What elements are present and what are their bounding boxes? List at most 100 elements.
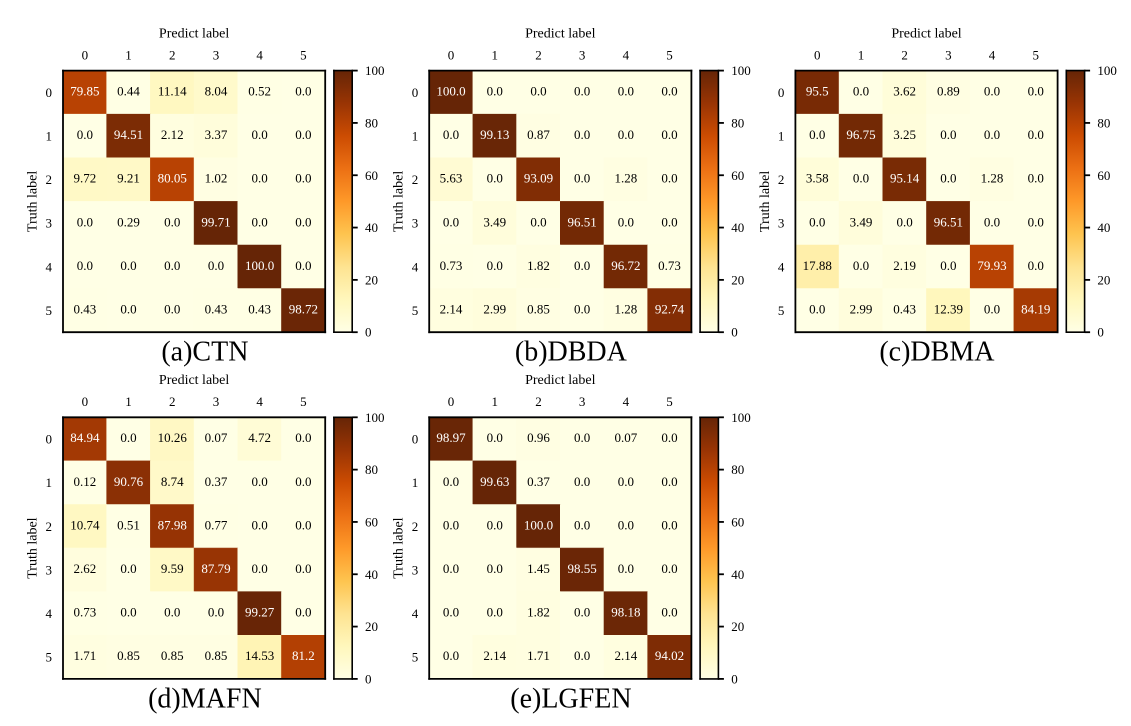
svg-text:0.0: 0.0	[618, 84, 634, 99]
svg-text:0.0: 0.0	[853, 258, 869, 273]
svg-text:3: 3	[945, 47, 952, 62]
svg-text:80: 80	[365, 462, 378, 477]
svg-text:0.0: 0.0	[661, 605, 677, 620]
svg-text:0.0: 0.0	[295, 171, 311, 186]
svg-text:0.0: 0.0	[295, 430, 311, 445]
svg-text:3: 3	[213, 47, 220, 62]
svg-text:0.0: 0.0	[443, 561, 459, 576]
svg-text:0.0: 0.0	[574, 171, 590, 186]
svg-text:87.79: 87.79	[201, 561, 230, 576]
svg-text:8.04: 8.04	[205, 84, 228, 99]
svg-text:5: 5	[778, 303, 785, 318]
svg-text:0: 0	[412, 432, 419, 447]
svg-text:0.96: 0.96	[527, 430, 550, 445]
svg-text:0.0: 0.0	[295, 127, 311, 142]
svg-text:14.53: 14.53	[245, 648, 274, 663]
svg-text:4: 4	[623, 47, 630, 62]
svg-text:0.0: 0.0	[164, 302, 180, 317]
svg-text:100.0: 100.0	[245, 258, 274, 273]
svg-text:0: 0	[365, 671, 372, 686]
svg-text:1.71: 1.71	[73, 648, 96, 663]
svg-text:2: 2	[412, 172, 419, 187]
svg-text:0.37: 0.37	[205, 474, 228, 489]
svg-text:5: 5	[300, 47, 307, 62]
svg-text:0.0: 0.0	[618, 127, 634, 142]
svg-text:2: 2	[535, 394, 542, 409]
svg-text:0.0: 0.0	[120, 302, 136, 317]
svg-text:0.51: 0.51	[117, 517, 140, 532]
svg-text:0.0: 0.0	[487, 84, 503, 99]
svg-text:2.99: 2.99	[850, 302, 873, 317]
svg-text:5: 5	[300, 394, 307, 409]
svg-text:9.72: 9.72	[73, 171, 96, 186]
svg-text:1: 1	[412, 475, 419, 490]
svg-text:5: 5	[46, 650, 53, 665]
svg-text:84.94: 84.94	[70, 430, 100, 445]
svg-text:96.75: 96.75	[846, 127, 875, 142]
svg-text:0.07: 0.07	[614, 430, 637, 445]
svg-text:0.0: 0.0	[940, 127, 956, 142]
svg-text:0.43: 0.43	[205, 302, 228, 317]
svg-text:79.93: 79.93	[977, 258, 1006, 273]
svg-text:0.0: 0.0	[487, 171, 503, 186]
svg-text:0.0: 0.0	[661, 214, 677, 229]
svg-text:20: 20	[1097, 272, 1110, 287]
svg-text:80: 80	[365, 115, 378, 130]
svg-text:0.0: 0.0	[487, 561, 503, 576]
svg-text:0.0: 0.0	[295, 561, 311, 576]
svg-text:0.0: 0.0	[487, 605, 503, 620]
svg-text:0.0: 0.0	[853, 84, 869, 99]
svg-text:0.0: 0.0	[853, 171, 869, 186]
svg-text:60: 60	[365, 168, 378, 183]
svg-text:2.12: 2.12	[161, 127, 184, 142]
svg-text:5: 5	[46, 303, 53, 318]
svg-text:0.0: 0.0	[295, 517, 311, 532]
svg-text:0.0: 0.0	[77, 258, 93, 273]
svg-text:3: 3	[579, 47, 586, 62]
svg-text:1: 1	[492, 394, 499, 409]
svg-text:81.2: 81.2	[292, 648, 315, 663]
svg-text:0.0: 0.0	[1028, 258, 1044, 273]
svg-text:0.0: 0.0	[487, 258, 503, 273]
svg-text:98.18: 98.18	[611, 605, 640, 620]
svg-text:60: 60	[1097, 168, 1110, 183]
svg-text:Truth label: Truth label	[392, 517, 407, 578]
svg-text:1: 1	[492, 47, 499, 62]
svg-text:4: 4	[412, 606, 419, 621]
svg-text:100: 100	[1097, 63, 1117, 78]
svg-text:0.0: 0.0	[252, 214, 268, 229]
svg-text:2.99: 2.99	[483, 302, 506, 317]
svg-text:98.97: 98.97	[436, 430, 466, 445]
svg-text:80: 80	[731, 115, 744, 130]
svg-text:0.43: 0.43	[73, 302, 96, 317]
svg-text:11.14: 11.14	[158, 84, 187, 99]
svg-text:3.62: 3.62	[893, 84, 916, 99]
svg-text:0.43: 0.43	[893, 302, 916, 317]
svg-text:1.28: 1.28	[614, 171, 637, 186]
svg-text:2.14: 2.14	[440, 302, 463, 317]
svg-text:60: 60	[731, 514, 744, 529]
svg-text:0: 0	[448, 394, 455, 409]
svg-text:2: 2	[412, 519, 419, 534]
svg-text:4: 4	[623, 394, 630, 409]
svg-text:80: 80	[1097, 115, 1110, 130]
svg-text:5: 5	[412, 650, 419, 665]
svg-text:1: 1	[778, 129, 785, 144]
svg-text:0.85: 0.85	[527, 302, 550, 317]
svg-text:0.0: 0.0	[295, 258, 311, 273]
svg-text:0.0: 0.0	[208, 605, 224, 620]
svg-text:0.85: 0.85	[161, 648, 184, 663]
svg-text:0.0: 0.0	[295, 605, 311, 620]
svg-text:100: 100	[365, 63, 385, 78]
svg-text:0: 0	[46, 432, 53, 447]
svg-text:2.62: 2.62	[73, 561, 96, 576]
svg-text:0.37: 0.37	[527, 474, 550, 489]
svg-text:0.0: 0.0	[120, 605, 136, 620]
svg-text:79.85: 79.85	[70, 84, 99, 99]
svg-text:0: 0	[412, 85, 419, 100]
svg-text:0.85: 0.85	[205, 648, 228, 663]
svg-text:60: 60	[731, 168, 744, 183]
svg-text:0.0: 0.0	[574, 648, 590, 663]
svg-text:60: 60	[365, 514, 378, 529]
svg-text:80.05: 80.05	[158, 171, 187, 186]
